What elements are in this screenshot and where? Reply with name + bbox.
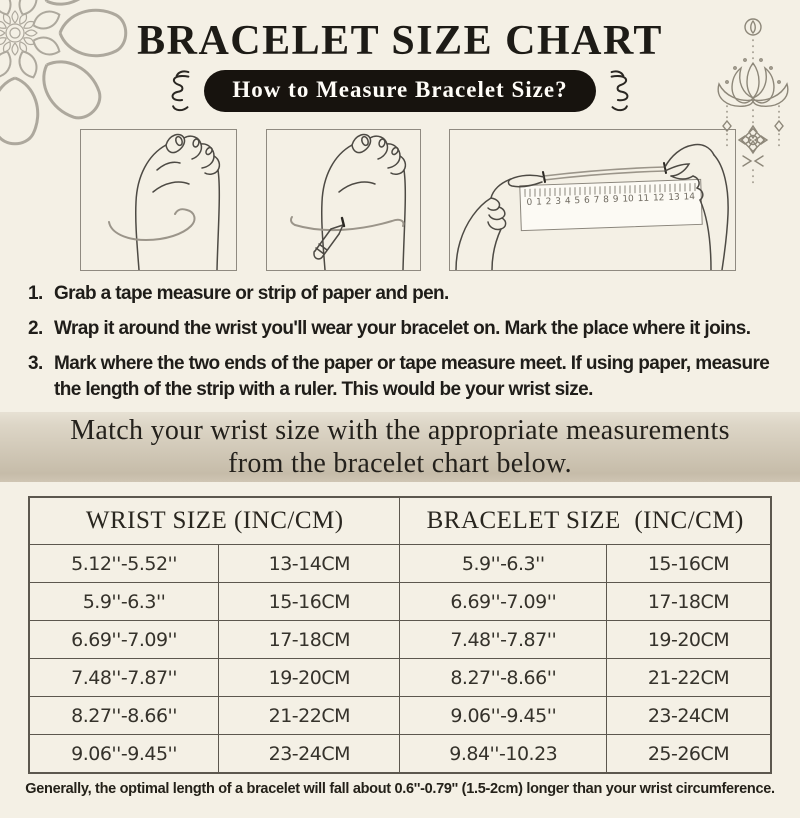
instruction-number: 3.: [28, 353, 43, 375]
table-header-row: WRIST SIZE (INC/CM) BRACELET SIZE (INC/C…: [28, 496, 772, 546]
table-row: 6.69''-7.09'' 17-18CM 7.48''-7.87'' 19-2…: [28, 620, 772, 660]
instructions-list: 1. Grab a tape measure or strip of paper…: [28, 281, 792, 403]
table-cell: 15-16CM: [218, 582, 401, 622]
instruction-step-3: 3. Mark where the two ends of the paper …: [28, 351, 792, 403]
illustration-step1-tape-around-wrist: [80, 129, 237, 272]
wrist-size-header: WRIST SIZE (INC/CM): [28, 496, 401, 546]
illustration-step2-mark-with-pen: [265, 129, 421, 272]
table-cell: 6.69''-7.09'': [399, 582, 608, 622]
table-row: 5.12''-5.52'' 13-14CM 5.9''-6.3'' 15-16C…: [28, 544, 772, 584]
instruction-number: 2.: [28, 318, 43, 340]
page-title: BRACELET SIZE CHART: [137, 18, 663, 64]
table-row: 8.27''-8.66'' 21-22CM 9.06''-9.45'' 23-2…: [28, 696, 772, 736]
bracelet-size-header: BRACELET SIZE (INC/CM): [399, 496, 772, 546]
subtitle-row: How to Measure Bracelet Size?: [0, 69, 800, 113]
match-size-banner: Match your wrist size with the appropria…: [0, 412, 800, 483]
instruction-number: 1.: [28, 283, 43, 305]
squiggle-left-icon: [172, 70, 190, 112]
table-row: 5.9''-6.3'' 15-16CM 6.69''-7.09'' 17-18C…: [28, 582, 772, 622]
table-cell: 23-24CM: [606, 696, 772, 736]
table-cell: 23-24CM: [218, 734, 401, 774]
squiggle-right-icon: [610, 70, 628, 112]
table-cell: 6.69''-7.09'': [28, 620, 220, 660]
instruction-step-1: 1. Grab a tape measure or strip of paper…: [28, 281, 792, 307]
instruction-text: Mark where the two ends of the paper or …: [54, 353, 770, 401]
instruction-step-2: 2. Wrap it around the wrist you'll wear …: [28, 316, 792, 342]
table-cell: 25-26CM: [606, 734, 772, 774]
table-cell: 15-16CM: [606, 544, 772, 584]
table-row: 7.48''-7.87'' 19-20CM 8.27''-8.66'' 21-2…: [28, 658, 772, 698]
how-to-measure-pill: How to Measure Bracelet Size?: [204, 70, 596, 113]
table-cell: 13-14CM: [218, 544, 401, 584]
table-cell: 19-20CM: [606, 620, 772, 660]
table-cell: 17-18CM: [606, 582, 772, 622]
table-cell: 9.84''-10.23: [399, 734, 608, 774]
table-cell: 21-22CM: [606, 658, 772, 698]
hand-pen-illustration: [289, 133, 406, 271]
size-table: WRIST SIZE (INC/CM) BRACELET SIZE (INC/C…: [28, 496, 772, 775]
table-cell: 21-22CM: [218, 696, 401, 736]
table-cell: 5.12''-5.52'': [28, 544, 220, 584]
banner-text: Match your wrist size with the appropria…: [70, 415, 730, 480]
table-row: 9.06''-9.45'' 23-24CM 9.84''-10.23 25-26…: [28, 734, 772, 774]
table-cell: 7.48''-7.87'': [28, 658, 220, 698]
table-cell: 7.48''-7.87'': [399, 620, 608, 660]
illustration-step3-measure-with-ruler: 0 1 2 3 4 5 6 7 8 9 10 11 12 13 14: [449, 129, 736, 272]
table-cell: 5.9''-6.3'': [399, 544, 608, 584]
table-cell: 9.06''-9.45'': [28, 734, 220, 774]
table-cell: 9.06''-9.45'': [399, 696, 608, 736]
footnote: Generally, the optimal length of a brace…: [25, 781, 775, 798]
table-cell: 19-20CM: [218, 658, 401, 698]
table-cell: 8.27''-8.66'': [28, 696, 220, 736]
hands-ruler-illustration: [455, 143, 729, 271]
illustration-row: 0 1 2 3 4 5 6 7 8 9 10 11 12 13 14: [0, 129, 800, 272]
table-cell: 17-18CM: [218, 620, 401, 660]
table-cell: 5.9''-6.3'': [28, 582, 220, 622]
hand-tape-illustration: [108, 133, 221, 271]
table-cell: 8.27''-8.66'': [399, 658, 608, 698]
instruction-text: Grab a tape measure or strip of paper an…: [54, 283, 449, 305]
instruction-text: Wrap it around the wrist you'll wear you…: [54, 318, 751, 340]
